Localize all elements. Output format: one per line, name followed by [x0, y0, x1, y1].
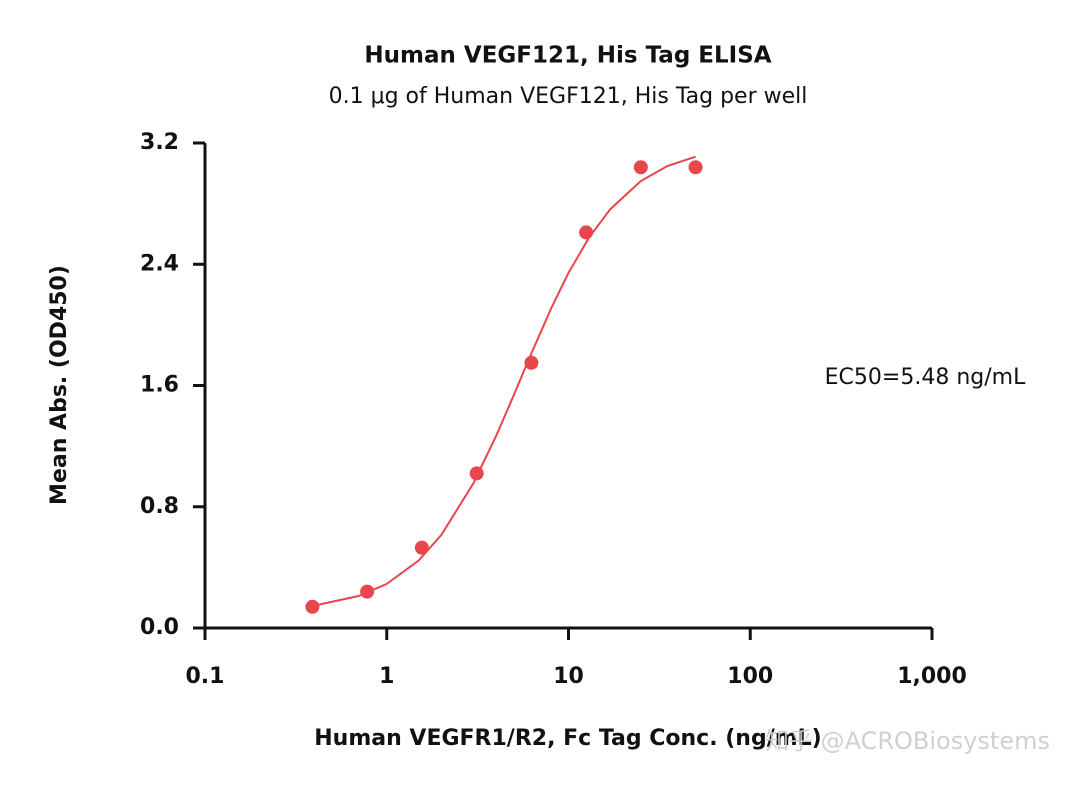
- chart-subtitle: 0.1 μg of Human VEGF121, His Tag per wel…: [329, 84, 808, 109]
- x-tick-label: 1: [379, 664, 394, 689]
- data-point: [414, 540, 429, 555]
- x-tick-label: 0.1: [186, 664, 225, 689]
- x-axis-label: Human VEGFR1/R2, Fc Tag Conc. (ng/mL): [314, 726, 821, 751]
- data-point: [524, 355, 539, 370]
- y-tick-label: 0.0: [140, 615, 179, 640]
- data-point: [579, 225, 594, 240]
- chart-title: Human VEGF121, His Tag ELISA: [364, 43, 771, 69]
- y-tick-label: 3.2: [140, 130, 179, 155]
- data-point: [633, 160, 648, 175]
- y-axis-label: Mean Abs. (OD450): [47, 265, 72, 505]
- watermark: 知乎 @ACROBiosystems: [765, 727, 1050, 755]
- fit-curve: [312, 155, 696, 607]
- y-tick-label: 1.6: [140, 373, 179, 398]
- x-tick-label: 10: [553, 664, 584, 689]
- x-tick-label: 100: [727, 664, 773, 689]
- data-point: [688, 160, 703, 175]
- data-point: [360, 584, 375, 599]
- x-tick-label: 1,000: [897, 664, 967, 689]
- data-point: [305, 599, 320, 614]
- annotation: EC50=5.48 ng/mL: [825, 365, 1026, 390]
- y-tick-label: 2.4: [140, 251, 179, 276]
- data-point: [469, 466, 484, 481]
- y-tick-label: 0.8: [140, 494, 179, 519]
